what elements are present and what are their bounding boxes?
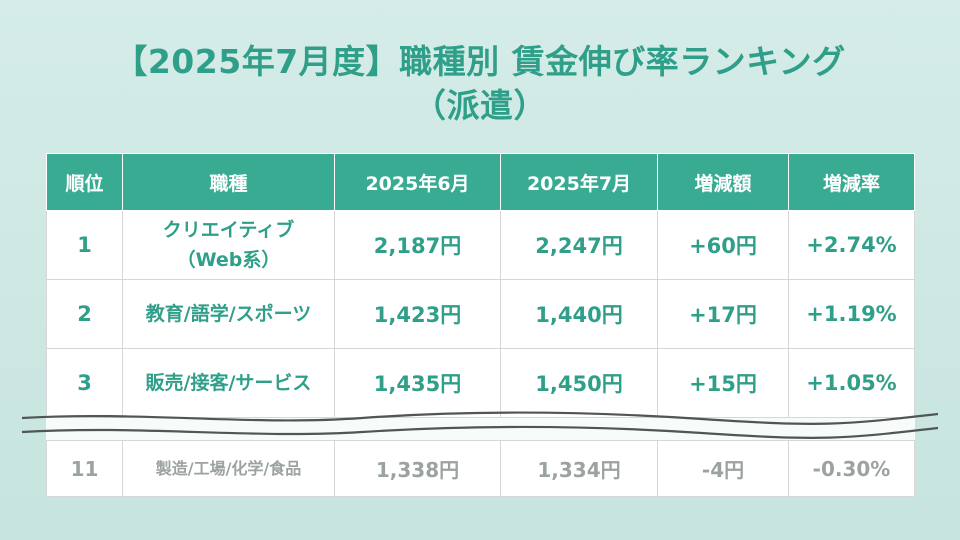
june-wage-cell: 1,423円: [334, 279, 501, 349]
rank-cell: 3: [46, 348, 123, 418]
ranking-table-container: 順位 職種 2025年6月 2025年7月 増減額 増減率 1 クリエイティブ（…: [46, 153, 915, 500]
header-rate: 増減率: [788, 153, 915, 211]
june-wage-cell: 1,338円: [334, 440, 501, 497]
gap-cell: [46, 417, 915, 441]
header-diff: 増減額: [657, 153, 789, 211]
page-title: 【2025年7月度】職種別 賃金伸び率ランキング （派遣）: [0, 40, 960, 128]
title-line-2: （派遣）: [413, 86, 547, 125]
table-row: 11 製造/工場/化学/食品 1,338円 1,334円 -4円 -0.30%: [46, 440, 915, 497]
job-cell: クリエイティブ （Web系）: [122, 210, 335, 280]
june-wage-cell: 1,435円: [334, 348, 501, 418]
table-row: 2 教育/語学/スポーツ 1,423円 1,440円 +17円 +1.19%: [46, 279, 915, 349]
table-gap-row: [46, 417, 915, 441]
ranking-table: 順位 職種 2025年6月 2025年7月 増減額 増減率 1 クリエイティブ（…: [46, 153, 915, 497]
header-july: 2025年7月: [500, 153, 658, 211]
rank-cell: 1: [46, 210, 123, 280]
july-wage-cell: 1,450円: [500, 348, 658, 418]
rate-cell: -0.30%: [788, 440, 915, 497]
diff-cell: -4円: [657, 440, 789, 497]
table-row: 1 クリエイティブ （Web系） 2,187円 2,247円 +60円 +2.74…: [46, 210, 915, 280]
rate-cell: +1.05%: [788, 348, 915, 418]
job-cell: 販売/接客/サービス: [122, 348, 335, 418]
job-cell: 製造/工場/化学/食品: [122, 440, 335, 497]
rank-cell: 11: [46, 440, 123, 497]
diff-cell: +17円: [657, 279, 789, 349]
june-wage-cell: 2,187円: [334, 210, 501, 280]
july-wage-cell: 1,334円: [500, 440, 658, 497]
title-line-1: 【2025年7月度】職種別 賃金伸び率ランキング: [114, 42, 846, 81]
july-wage-cell: 1,440円: [500, 279, 658, 349]
diff-cell: +60円: [657, 210, 789, 280]
job-label: 販売/接客/サービス: [145, 372, 312, 394]
table-header-row: 順位 職種 2025年6月 2025年7月 増減額 増減率: [46, 153, 915, 211]
job-label: 製造/工場/化学/食品: [155, 458, 302, 478]
header-rank: 順位: [46, 153, 123, 211]
header-job: 職種: [122, 153, 335, 211]
job-label: 教育/語学/スポーツ: [145, 303, 312, 325]
rank-cell: 2: [46, 279, 123, 349]
july-wage-cell: 2,247円: [500, 210, 658, 280]
rate-cell: +2.74%: [788, 210, 915, 280]
job-label: クリエイティブ （Web系）: [162, 219, 295, 271]
header-june: 2025年6月: [334, 153, 501, 211]
diff-cell: +15円: [657, 348, 789, 418]
table-row: 3 販売/接客/サービス 1,435円 1,450円 +15円 +1.05%: [46, 348, 915, 418]
job-cell: 教育/語学/スポーツ: [122, 279, 335, 349]
rate-cell: +1.19%: [788, 279, 915, 349]
